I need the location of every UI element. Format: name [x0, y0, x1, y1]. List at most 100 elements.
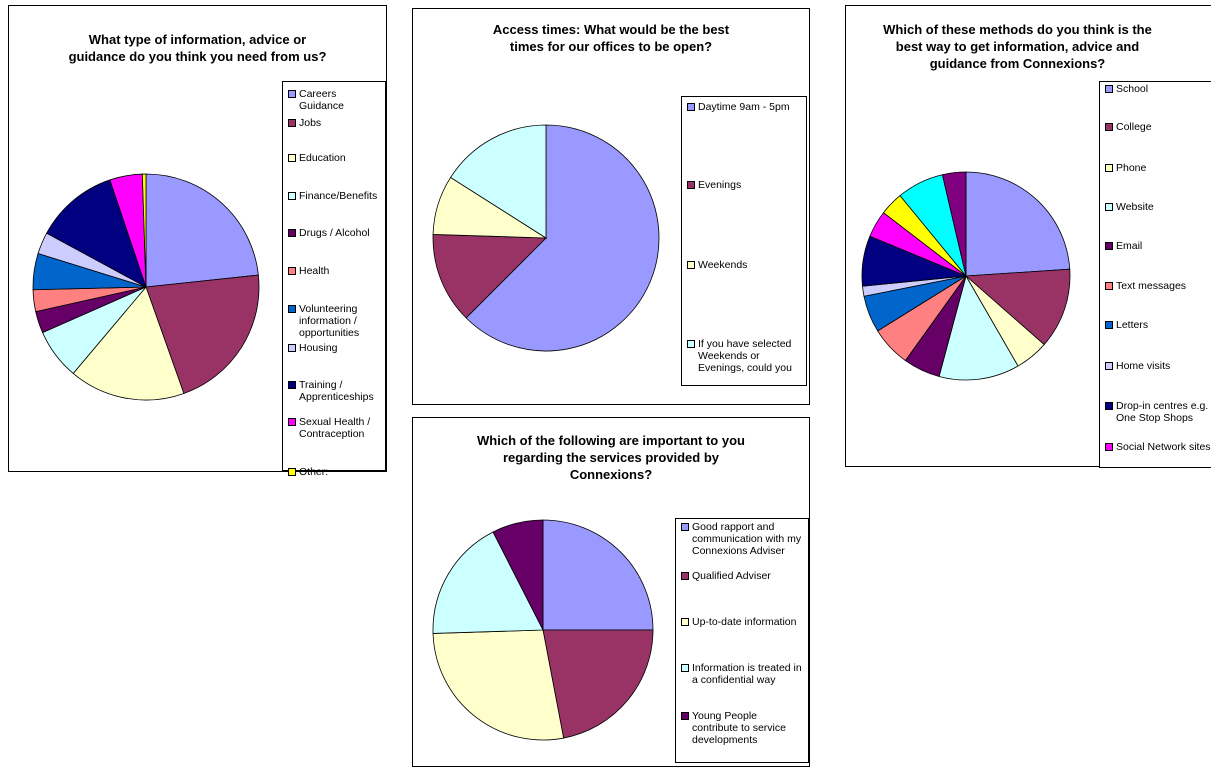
pie-slice	[145, 274, 260, 394]
legend-swatch	[1105, 164, 1113, 172]
legend-item: Email	[1105, 240, 1211, 252]
legend-swatch	[288, 344, 296, 352]
legend-swatch	[681, 618, 689, 626]
legend-item: Sexual Health / Contraception	[288, 416, 382, 440]
pie-slice	[141, 173, 147, 288]
pie-slice	[542, 629, 654, 739]
legend-label: Drugs / Alcohol	[299, 227, 370, 239]
legend-label: Text messages	[1116, 280, 1187, 292]
chart-legend: School College Phone Website Email Text messa…	[1099, 81, 1211, 468]
legend-item: Website	[1105, 201, 1211, 213]
legend-label: Training / Apprenticeships	[299, 379, 374, 403]
legend-item: Young People contribute to service devel…	[681, 710, 805, 746]
legend-label: Housing	[299, 342, 338, 354]
legend-label: Daytime 9am - 5pm	[698, 101, 790, 113]
chart-title: Which of the following are important to …	[477, 433, 745, 482]
legend-label: School	[1116, 83, 1149, 95]
legend-label: Careers Guidance	[299, 88, 344, 112]
legend-item: Careers Guidance	[288, 88, 382, 112]
legend-label: Letters	[1116, 319, 1149, 331]
pie-slice	[72, 286, 185, 401]
legend-swatch	[687, 181, 695, 189]
legend-label: Drop-in centres e.g. One Stop Shops	[1116, 400, 1209, 424]
legend-label: Weekends	[698, 259, 748, 271]
legend-item: Drop-in centres e.g. One Stop Shops	[1105, 400, 1211, 424]
legend-label: Phone	[1116, 162, 1147, 174]
legend-item: Training / Apprenticeships	[288, 379, 382, 403]
pie-slice	[432, 531, 544, 634]
pie-slice	[432, 234, 547, 319]
legend-swatch	[687, 261, 695, 269]
legend-swatch	[1105, 242, 1113, 250]
legend-item: Good rapport and communication with my C…	[681, 521, 805, 557]
pie-chart	[432, 124, 660, 352]
legend-item: Education	[288, 152, 382, 164]
legend-swatch	[1105, 362, 1113, 370]
legend-item: College	[1105, 121, 1211, 133]
legend-swatch	[288, 154, 296, 162]
legend-swatch	[1105, 402, 1113, 410]
chart-legend: Good rapport and communication with my C…	[675, 518, 809, 763]
legend-item: Housing	[288, 342, 382, 354]
legend-swatch	[1105, 123, 1113, 131]
legend-item: Home visits	[1105, 360, 1211, 372]
legend-item: Social Network sites	[1105, 441, 1211, 453]
legend-swatch	[1105, 321, 1113, 329]
legend-swatch	[681, 572, 689, 580]
legend-label: Evenings	[698, 179, 742, 191]
pie-slice	[492, 519, 544, 631]
legend-swatch	[288, 90, 296, 98]
legend-item: Health	[288, 265, 382, 277]
legend-swatch	[288, 192, 296, 200]
legend-swatch	[288, 119, 296, 127]
chart-legend: Careers Guidance Jobs Education Finance/Ben…	[282, 81, 386, 478]
legend-item: Daytime 9am - 5pm	[687, 101, 803, 113]
legend-item: Jobs	[288, 117, 382, 129]
legend-swatch	[1105, 85, 1113, 93]
legend-item: Weekends	[687, 259, 803, 271]
legend-item: Letters	[1105, 319, 1211, 331]
chart-panel-methods: Which of these methods do you think is t…	[845, 5, 1211, 468]
legend-label: College	[1116, 121, 1152, 133]
chart-panel-access-times: Access times: What would be the best tim…	[412, 8, 810, 405]
chart-title: Which of these methods do you think is t…	[883, 22, 1152, 71]
legend-item: Text messages	[1105, 280, 1211, 292]
pie-slice	[46, 179, 147, 288]
pie-slice	[432, 629, 565, 741]
legend-swatch	[288, 468, 296, 476]
pie-chart	[861, 171, 1071, 381]
pie-slice	[145, 173, 259, 288]
legend-label: Social Network sites	[1116, 441, 1211, 453]
legend-swatch	[288, 381, 296, 389]
legend-label: Email	[1116, 240, 1143, 252]
pie-slice	[450, 124, 547, 239]
chart-panel-important-services: Which of the following are important to …	[412, 417, 810, 767]
pie-slice	[941, 171, 967, 277]
legend-swatch	[687, 103, 695, 111]
legend-item: School	[1105, 83, 1211, 95]
legend-label: Home visits	[1116, 360, 1171, 372]
chart-legend: Daytime 9am - 5pm Evenings Weekends If you …	[681, 96, 807, 386]
legend-label: Sexual Health / Contraception	[299, 416, 371, 440]
legend-label: Website	[1116, 201, 1154, 213]
legend-label: Good rapport and communication with my C…	[692, 521, 802, 557]
legend-label: Education	[299, 152, 346, 164]
legend-swatch	[1105, 203, 1113, 211]
pie-slice	[542, 519, 654, 631]
legend-swatch	[288, 267, 296, 275]
legend-swatch	[681, 523, 689, 531]
legend-swatch	[288, 418, 296, 426]
legend-label: Health	[299, 265, 330, 277]
legend-item: Finance/Benefits	[288, 190, 382, 202]
legend-label: Information is treated in a confidential…	[692, 662, 802, 686]
legend-item: Drugs / Alcohol	[288, 227, 382, 239]
legend-label: Finance/Benefits	[299, 190, 378, 202]
legend-label: Up-to-date information	[692, 616, 797, 628]
legend-label: Other:	[299, 466, 329, 478]
legend-item: Other:	[288, 466, 382, 478]
legend-item: Qualified Adviser	[681, 570, 805, 582]
chart-title: Access times: What would be the best tim…	[492, 22, 730, 54]
legend-swatch	[288, 229, 296, 237]
legend-swatch	[288, 305, 296, 313]
legend-swatch	[1105, 443, 1113, 451]
